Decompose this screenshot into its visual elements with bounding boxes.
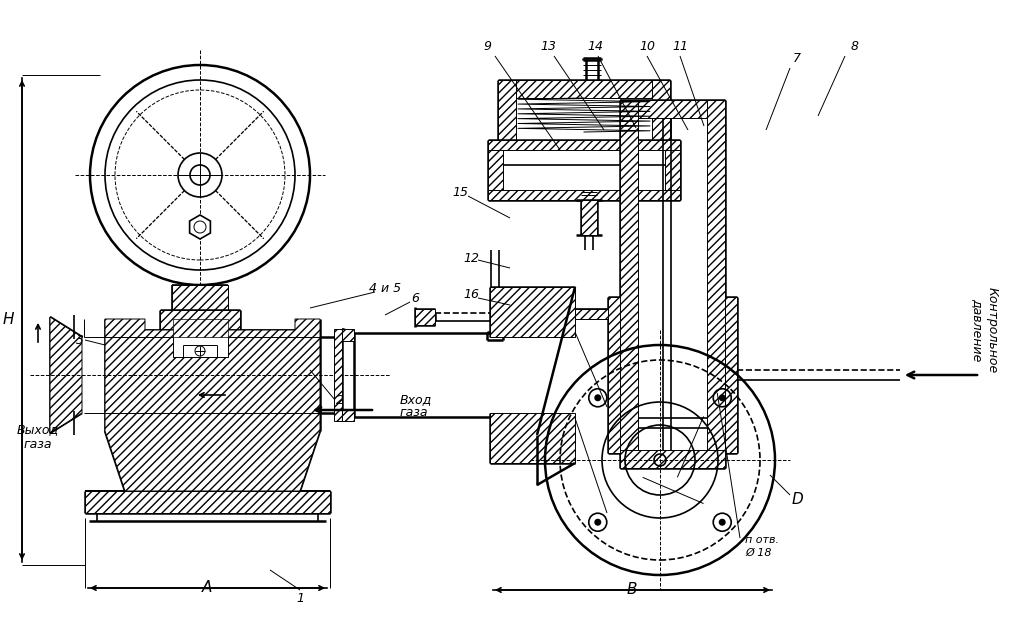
Text: H: H (2, 312, 14, 328)
Bar (608, 297, 620, 453)
Text: 1: 1 (296, 591, 304, 605)
Circle shape (719, 394, 726, 401)
Polygon shape (189, 215, 210, 239)
Bar (707, 100, 725, 468)
Text: 6: 6 (411, 291, 419, 305)
Text: 16: 16 (463, 289, 479, 301)
Bar (173, 319, 228, 337)
Text: 4 и 5: 4 и 5 (369, 282, 401, 294)
Text: 12: 12 (463, 252, 479, 264)
Bar (85, 491, 330, 513)
Bar (498, 80, 516, 140)
Text: 8: 8 (851, 40, 859, 52)
Bar (415, 309, 435, 325)
Bar (488, 190, 680, 200)
Text: 7: 7 (793, 51, 801, 65)
Circle shape (719, 519, 726, 525)
Bar (342, 409, 354, 421)
Text: 14: 14 (587, 40, 603, 52)
Bar (490, 413, 575, 463)
Text: газа: газа (24, 438, 52, 451)
Bar (334, 329, 342, 421)
Bar (620, 100, 638, 468)
Text: 10: 10 (639, 40, 655, 52)
Circle shape (594, 394, 601, 401)
Bar (160, 310, 240, 330)
Text: Вход: Вход (400, 394, 432, 406)
Bar (488, 140, 680, 150)
Bar (342, 329, 354, 341)
Text: D: D (792, 493, 803, 508)
Bar (652, 80, 670, 140)
Text: Выход: Выход (17, 424, 59, 436)
Bar (575, 309, 608, 319)
Text: п отв.: п отв. (745, 535, 779, 545)
Polygon shape (50, 317, 82, 433)
Text: 3: 3 (76, 333, 84, 346)
Bar (498, 80, 670, 98)
Bar (490, 287, 575, 337)
Text: газа: газа (400, 406, 428, 419)
Polygon shape (85, 319, 330, 491)
Circle shape (594, 519, 601, 525)
Text: 13: 13 (540, 40, 556, 52)
Text: 15: 15 (452, 186, 468, 198)
Bar (620, 450, 725, 468)
Bar (620, 100, 725, 118)
Text: 2: 2 (336, 394, 344, 406)
Bar (665, 140, 680, 200)
Bar (172, 285, 228, 310)
Bar (581, 200, 597, 235)
Bar (725, 297, 737, 453)
Text: B: B (627, 582, 637, 598)
Text: 11: 11 (672, 40, 688, 52)
Text: A: A (202, 580, 212, 595)
Bar (488, 140, 503, 200)
Bar (173, 335, 228, 357)
Text: Ø 18: Ø 18 (745, 548, 771, 558)
Text: 9: 9 (483, 40, 490, 52)
Text: Контрольное
давление: Контрольное давление (971, 287, 999, 373)
